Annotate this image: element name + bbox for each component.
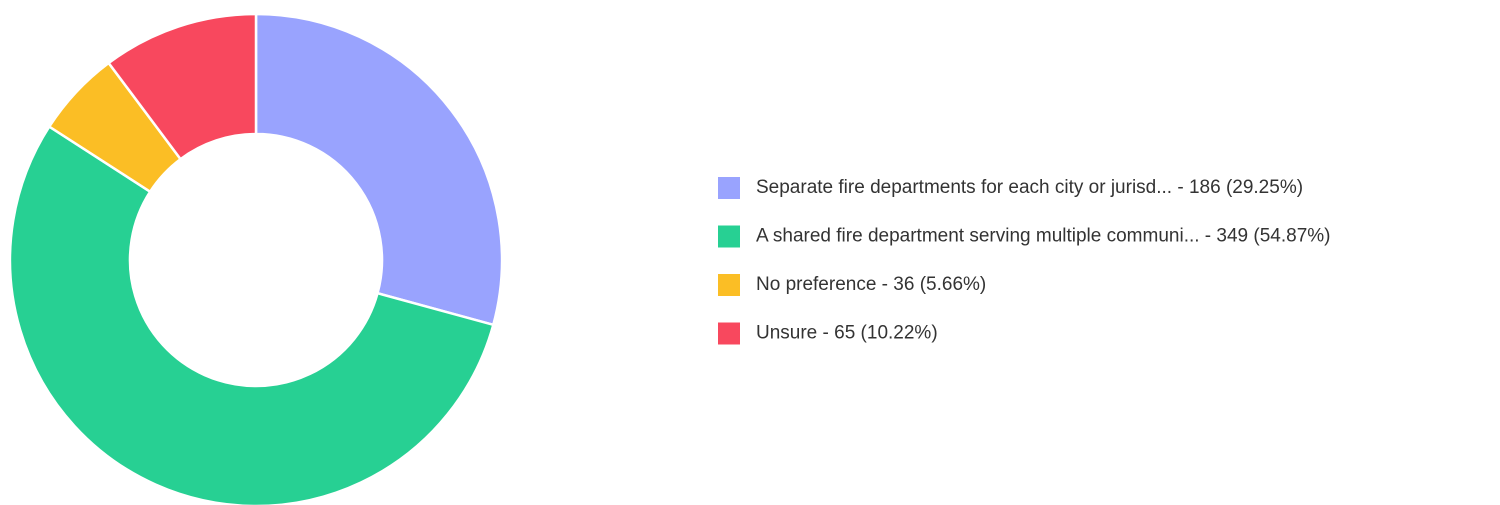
legend-label: Unsure - 65 (10.22%): [756, 323, 938, 344]
donut-slice: [8, 124, 495, 505]
legend-swatch: [718, 177, 740, 199]
legend-swatch: [718, 225, 740, 248]
legend-label: A shared fire department serving multipl…: [756, 226, 1331, 247]
legend-label: Separate fire departments for each city …: [756, 177, 1303, 198]
legend-swatch: [718, 322, 740, 345]
legend-label: No preference - 36 (5.66%): [756, 274, 986, 295]
legend-swatch: [718, 274, 740, 296]
donut-slice: [254, 12, 504, 327]
donut-slice: [106, 12, 258, 161]
